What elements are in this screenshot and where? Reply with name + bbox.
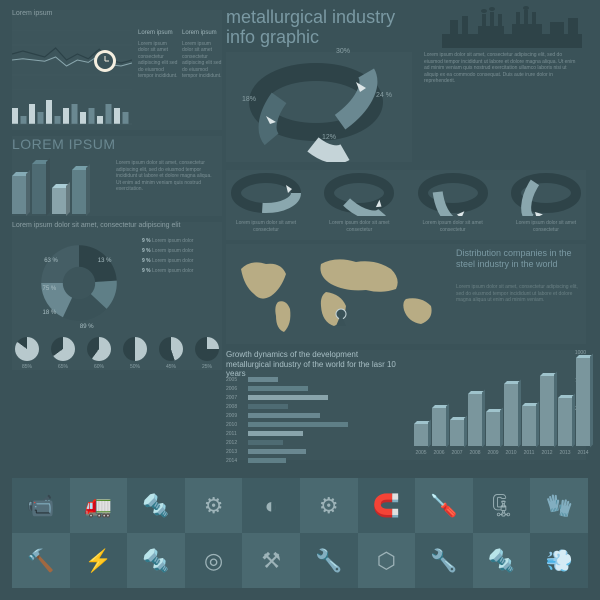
welder-icon: ⚡ xyxy=(70,533,128,588)
screwdriver-icon: 🪛 xyxy=(415,478,473,533)
h-bar-row: 2005 xyxy=(226,376,406,383)
magnet-icon: 🧲 xyxy=(358,478,416,533)
mini-bar-chart xyxy=(12,95,132,125)
mini-pie: 65% xyxy=(48,337,78,370)
bar-chart-panel: LOREM IPSUM Lorem ipsum dolor sit amet, … xyxy=(12,136,222,216)
h-bar-row: 2011 xyxy=(226,430,406,437)
wrench-icon: 🔧 xyxy=(415,533,473,588)
donut-label: 89 % xyxy=(80,324,94,330)
donut-label: 75 % xyxy=(43,286,57,292)
bar-chart-3d: 1000750250 2005 2006 2007 2008 2009 2010… xyxy=(414,350,586,458)
hammer-icon: 🔨 xyxy=(12,533,70,588)
bar-3d: 2007 xyxy=(450,420,464,446)
lathe-icon: ⚙ xyxy=(185,478,243,533)
legend-item: 9 % Lorem ipsum dolor xyxy=(142,238,220,244)
bar-3d: 2006 xyxy=(432,408,446,446)
gauge-icon: ◐ xyxy=(242,478,300,533)
map-title: Distribution companies in the steel indu… xyxy=(456,248,586,270)
line-chart-panel: Lorem ipsum Lorem ipsum Lorem ipsum dolo… xyxy=(12,10,222,130)
tool-icon-grid: 📹🚛🔩⚙◐⚙🧲🪛🗜🧤🔨⚡🔩◎⚒🔧⬡🔧🔩💨 xyxy=(12,478,588,588)
iso-label: 30% xyxy=(336,48,350,55)
h-bar-row: 2014 xyxy=(226,457,406,464)
ring-item: Lorem ipsum dolor sit amet consectetur xyxy=(226,170,306,240)
clock-icon xyxy=(94,50,116,72)
mini-pie: 50% xyxy=(120,337,150,370)
iso-label: 18% xyxy=(242,96,256,103)
riveter-icon: 🔧 xyxy=(300,533,358,588)
truck-icon: 🚛 xyxy=(70,478,128,533)
bar-3d: 2009 xyxy=(486,412,500,446)
world-map-section: Distribution companies in the steel indu… xyxy=(226,244,586,344)
donut-label: 63 % xyxy=(44,258,58,264)
h-bar-row: 2009 xyxy=(226,412,406,419)
lorem-text: Lorem ipsum dolor sit amet, consectetur … xyxy=(456,284,586,304)
world-map xyxy=(226,244,446,344)
lorem-col-2: Lorem ipsum Lorem ipsum dolor sit amet c… xyxy=(182,30,222,80)
lorem-col-1: Lorem ipsum Lorem ipsum dolor sit amet c… xyxy=(138,30,178,80)
gloves-icon: 🧤 xyxy=(530,478,588,533)
bar-3d: 2011 xyxy=(522,406,536,446)
donut-label: 18 % xyxy=(43,310,57,316)
page-title: metallurgical industry info graphic xyxy=(226,8,395,48)
iso-ring-chart: 30%24 %12%18% Lorem ipsum dolor sit amet… xyxy=(226,52,412,162)
bar-3d: 2005 xyxy=(414,424,428,446)
bar-3d: 2012 xyxy=(540,376,554,446)
infographic-page: metallurgical industry info graphic Lore… xyxy=(0,0,600,600)
ring-item: Lorem ipsum dolor sit amet consectetur xyxy=(319,170,399,240)
ring-item: Lorem ipsum dolor sit amet consectetur xyxy=(506,170,586,240)
section-title: Lorem ipsum dolor sit amet, consectetur … xyxy=(12,222,222,229)
bar-3d: 2013 xyxy=(558,398,572,446)
ring-item: Lorem ipsum dolor sit amet consectetur xyxy=(413,170,493,240)
h-bar-row: 2012 xyxy=(226,439,406,446)
h-bar-row: 2010 xyxy=(226,421,406,428)
section-title: Growth dynamics of the development metal… xyxy=(226,350,396,379)
bolt-icon: 🔩 xyxy=(127,478,185,533)
factory-icon xyxy=(442,6,582,48)
ring-row: Lorem ipsum dolor sit amet consectetur L… xyxy=(226,170,586,240)
mini-pie-row: 85% 65% 60% 50% 45% 25% xyxy=(12,337,222,370)
pliers-icon: 🗜 xyxy=(473,478,531,533)
bar-3d: 2010 xyxy=(504,384,518,446)
bar-chart xyxy=(12,164,108,214)
nut-icon: ⬡ xyxy=(358,533,416,588)
h-bar-row: 2007 xyxy=(226,394,406,401)
grinder-icon: ⚙ xyxy=(300,478,358,533)
legend-item: 9 % Lorem ipsum dolor xyxy=(142,268,220,274)
drill-icon: 🔩 xyxy=(473,533,531,588)
mini-pie: 25% xyxy=(192,337,222,370)
h-bar-row: 2013 xyxy=(226,448,406,455)
legend-item: 9 % Lorem ipsum dolor xyxy=(142,258,220,264)
panel-title: Lorem ipsum xyxy=(12,10,222,17)
section-heading: LOREM IPSUM xyxy=(12,136,116,152)
spray-icon: 💨 xyxy=(530,533,588,588)
h-bar-row: 2008 xyxy=(226,403,406,410)
mini-pie: 45% xyxy=(156,337,186,370)
mini-pie: 85% xyxy=(12,337,42,370)
mini-pie: 60% xyxy=(84,337,114,370)
screw-icon: 🔩 xyxy=(127,533,185,588)
horizontal-bar-chart: 2005 2006 2007 2008 2009 2010 2011 2012 … xyxy=(226,376,406,466)
camera-icon: 📹 xyxy=(12,478,70,533)
bar-3d: 2008 xyxy=(468,394,482,446)
legend-item: 9 % Lorem ipsum dolor xyxy=(142,248,220,254)
bar-3d: 2014 xyxy=(576,358,590,446)
donut-label: 13 % xyxy=(98,258,112,264)
growth-section: Growth dynamics of the development metal… xyxy=(226,350,586,460)
pie-section: Lorem ipsum dolor sit amet, consectetur … xyxy=(12,222,222,370)
h-bar-row: 2006 xyxy=(226,385,406,392)
lorem-text: Lorem ipsum dolor sit amet, consectetur … xyxy=(424,52,580,85)
chart-legend: 9 % Lorem ipsum dolor 9 % Lorem ipsum dol… xyxy=(142,238,220,278)
bearing-icon: ◎ xyxy=(185,533,243,588)
anvil-icon: ⚒ xyxy=(242,533,300,588)
iso-label: 24 % xyxy=(376,92,392,99)
iso-label: 12% xyxy=(322,134,336,141)
lorem-text: Lorem ipsum dolor sit amet, consectetur … xyxy=(116,160,216,193)
